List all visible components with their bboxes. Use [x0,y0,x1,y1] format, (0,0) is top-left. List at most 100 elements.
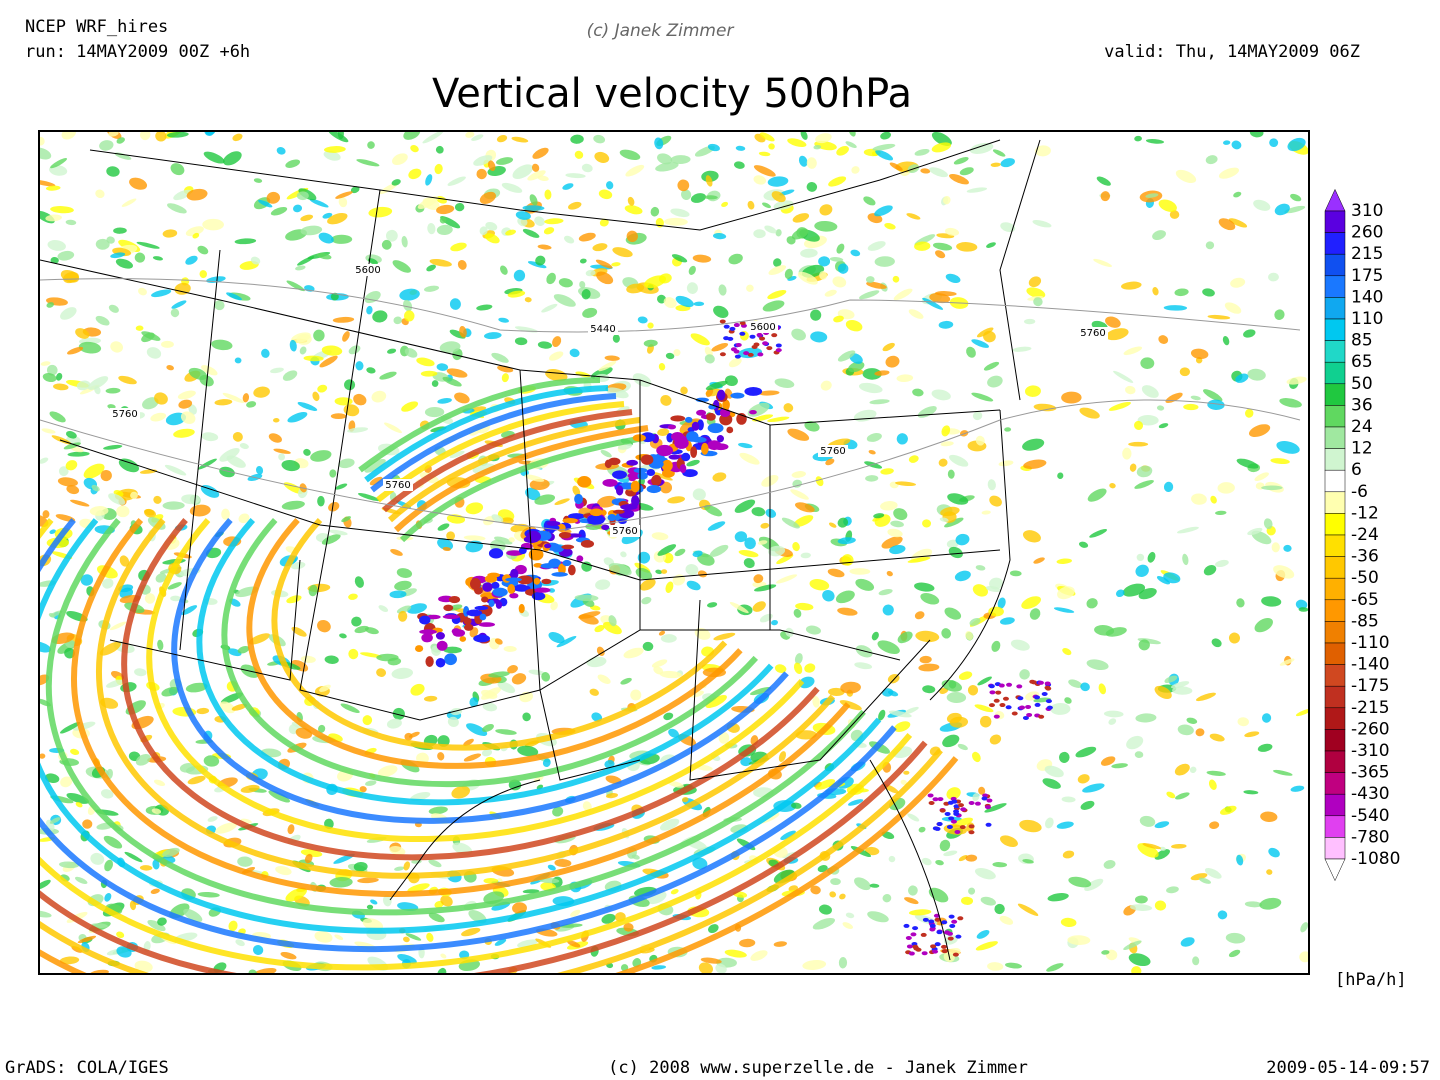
texture-cell [754,584,777,592]
texture-cell [606,181,614,190]
texture-cell [527,170,546,181]
texture-cell [874,256,895,267]
convective-cell [701,442,709,455]
texture-cell [912,388,924,397]
texture-cell [922,519,932,528]
texture-cell [897,631,913,644]
texture-cell [350,186,360,194]
convective-cell [906,944,913,949]
texture-cell [1177,724,1194,736]
convective-cell [968,830,975,835]
texture-cell [812,917,836,930]
texture-cell [46,302,54,308]
texture-cell [231,703,247,711]
texture-cell [593,134,606,144]
texture-cell [655,569,663,575]
convective-cell [612,509,625,514]
texture-cell [1137,843,1159,858]
colorbar-label: 6 [1351,460,1362,480]
texture-cell [660,569,668,574]
texture-cell [915,630,940,643]
texture-cell [49,529,56,535]
colorbar-box [1324,793,1346,817]
texture-cell [330,234,353,244]
texture-cell [1079,407,1100,419]
colorbar-box [1324,253,1346,277]
texture-cell [1217,910,1228,920]
texture-cell [215,822,238,834]
texture-cell [1019,669,1030,680]
texture-cell [242,393,250,403]
texture-cell [869,883,880,888]
texture-cell [297,256,315,266]
texture-cell [197,245,209,255]
texture-cell [370,899,378,905]
colorbar-box [1324,297,1346,320]
texture-cell [1022,438,1045,451]
texture-cell [1263,518,1273,530]
texture-cell [473,155,493,166]
texture-cell [1295,708,1308,717]
texture-cell [556,635,577,648]
texture-cell [1195,728,1205,737]
texture-cell [1004,427,1012,432]
texture-cell [792,213,810,223]
texture-cell [651,471,673,481]
texture-cell [286,280,305,292]
texture-cell [1087,488,1107,502]
texture-cell [815,133,832,144]
texture-cell [783,403,794,413]
texture-cell [392,153,408,166]
texture-cell [423,695,438,702]
texture-cell [1061,391,1082,404]
texture-cell [494,938,507,946]
convective-cell [534,587,551,593]
texture-cell [185,255,198,265]
texture-cell [508,779,522,791]
texture-cell [290,332,311,344]
texture-cell [124,851,143,863]
convective-cell [968,800,975,805]
texture-cell [410,683,425,696]
texture-cell [1159,846,1166,851]
texture-cell [704,354,715,364]
texture-cell [939,839,951,852]
texture-cell [1142,843,1162,850]
texture-cell [882,604,894,616]
texture-cell [1191,493,1207,505]
texture-cell [647,322,654,329]
texture-cell [403,299,413,312]
convective-cell [952,952,959,957]
texture-cell [1126,735,1144,750]
convective-cell [986,798,993,803]
texture-cell [144,509,155,516]
texture-cell [476,304,493,311]
convective-cell [1038,714,1045,719]
texture-cell [364,290,381,304]
wave-band [40,748,943,974]
texture-cell [524,474,545,482]
texture-cell [41,428,56,434]
texture-cell [659,481,673,494]
convective-cell [932,797,939,802]
texture-cell [809,579,830,591]
texture-cell [495,157,514,165]
texture-cell [50,158,68,169]
texture-cell [514,337,528,346]
texture-cell [795,502,815,513]
texture-cell [1236,854,1244,866]
convective-cell [646,468,656,476]
texture-cell [548,588,556,593]
convective-cell [1041,692,1048,697]
texture-cell [988,606,1004,617]
convective-cell [640,454,654,465]
convective-cell [775,348,782,353]
texture-cell [1086,659,1109,671]
texture-cell [744,537,756,550]
texture-cell [116,931,125,939]
texture-cell [851,166,860,174]
texture-cell [1290,193,1302,202]
texture-cell [324,655,339,664]
texture-cell [838,956,848,969]
texture-cell [971,339,989,348]
